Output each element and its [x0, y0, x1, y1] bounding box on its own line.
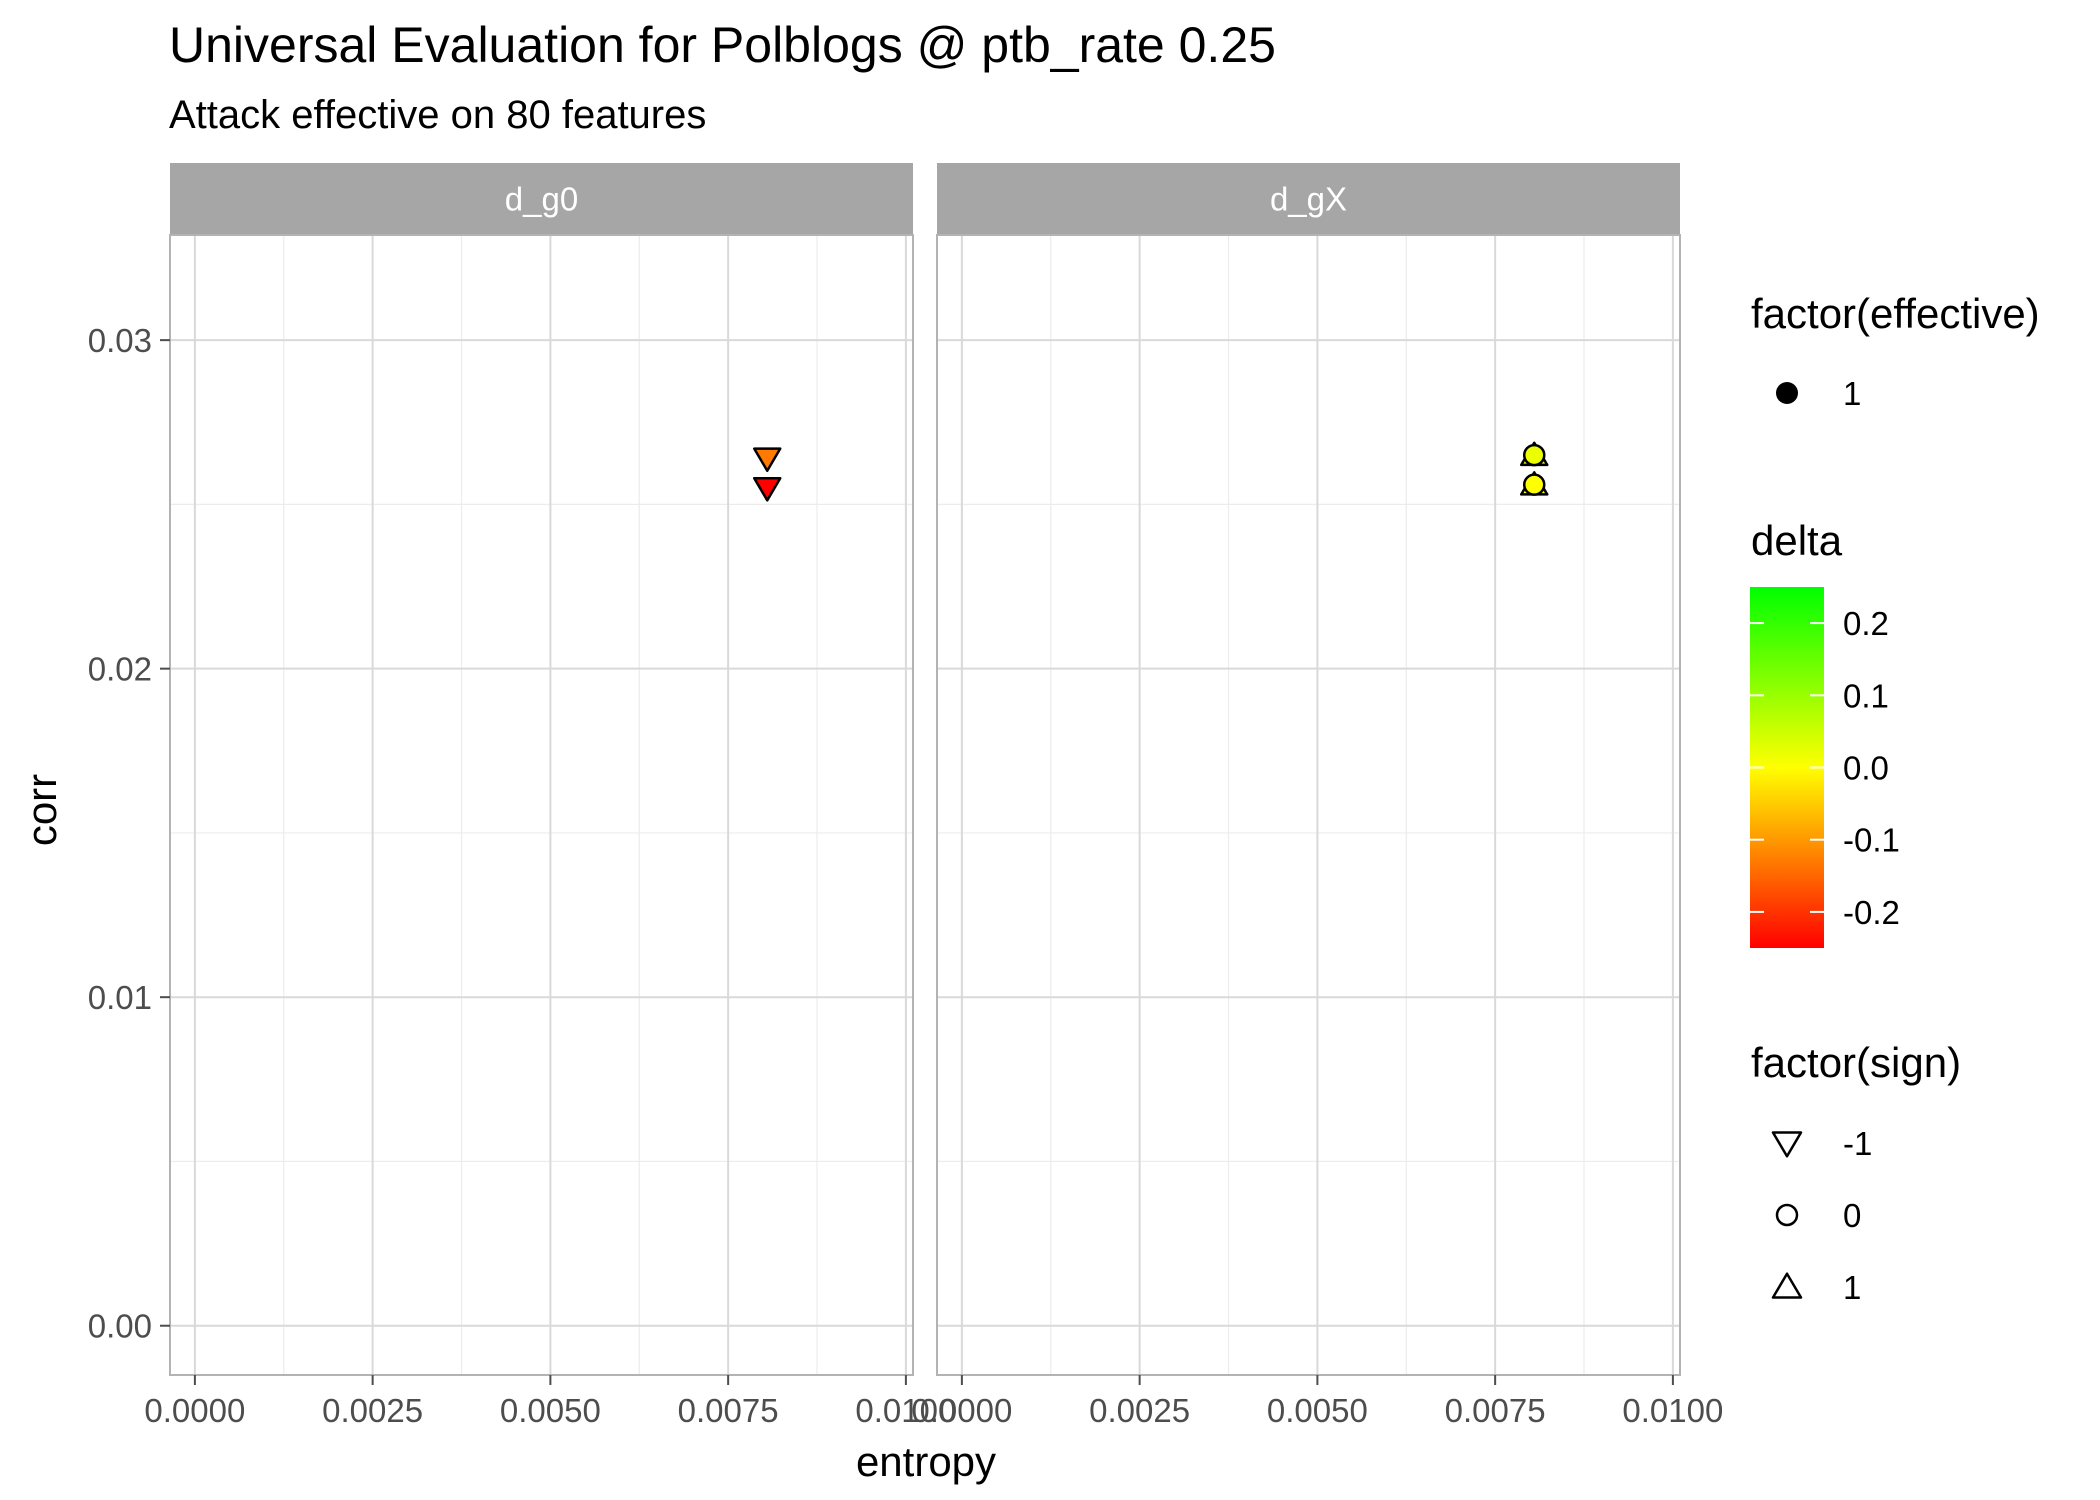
- legend-circle-icon: [1775, 1203, 1799, 1227]
- y-tick-label: 0.00: [88, 1308, 152, 1345]
- x-tick-label: 0.0050: [500, 1392, 601, 1429]
- panel-background: [170, 235, 913, 1375]
- colorbar-tick-label: 0.2: [1843, 605, 1889, 642]
- legend-delta-title: delta: [1751, 517, 1843, 564]
- data-point: [752, 476, 782, 502]
- legend-effective-title: factor(effective): [1751, 290, 2040, 337]
- legend-sign-label: 1: [1843, 1269, 1861, 1306]
- facet-panels: d_g0 0.0000 0.0025 0.0050 0.0075 0.0100 d_gX 0.…: [144, 163, 1723, 1429]
- x-tick-label: 0.0100: [1622, 1392, 1723, 1429]
- data-point: [1522, 443, 1546, 467]
- panel-background: [937, 235, 1680, 1375]
- legend-triangle-down-icon: [1771, 1131, 1803, 1158]
- panel-border: [169, 234, 914, 1376]
- x-axis-title: entropy: [856, 1438, 996, 1485]
- legend-triangle-up-icon: [1771, 1272, 1803, 1299]
- legend-sign-title: factor(sign): [1751, 1039, 1961, 1086]
- x-tick-label: 0.0025: [322, 1392, 423, 1429]
- panel-border: [936, 234, 1681, 1376]
- x-tick-label: 0.0000: [144, 1392, 245, 1429]
- x-tick-label: 0.0000: [911, 1392, 1012, 1429]
- panel-d_g0: d_g0 0.0000 0.0025 0.0050 0.0075 0.0100: [144, 163, 956, 1429]
- x-tick-label: 0.0075: [1445, 1392, 1546, 1429]
- y-axis: 0.00 0.01 0.02 0.03: [88, 322, 170, 1345]
- x-tick-label: 0.0025: [1089, 1392, 1190, 1429]
- y-tick-label: 0.01: [88, 979, 152, 1016]
- colorbar-tick-label: 0.1: [1843, 677, 1889, 714]
- x-tick-label: 0.0050: [1267, 1392, 1368, 1429]
- x-tick-label: 0.0100: [855, 1392, 956, 1429]
- facet-strip-label: d_gX: [1270, 181, 1347, 218]
- x-tick-label: 0.0075: [678, 1392, 779, 1429]
- data-point: [1522, 473, 1546, 496]
- legend-sign-items: -1 0 1: [1771, 1125, 1872, 1306]
- legend-sign: factor(sign) -1 0 1: [1751, 1039, 1961, 1306]
- chart-subtitle: Attack effective on 80 features: [169, 93, 706, 137]
- legend-sign-label: 0: [1843, 1197, 1861, 1234]
- data-point: [752, 447, 782, 473]
- delta-colorbar-ticks: 0.2 0.1 0.0 -0.1 -0.2: [1750, 605, 1900, 931]
- colorbar-tick-label: 0.0: [1843, 750, 1889, 787]
- colorbar-tick-label: -0.2: [1843, 894, 1900, 931]
- legend-effective: factor(effective) 1: [1751, 290, 2040, 412]
- facet-strip: [170, 163, 913, 234]
- facet-strip: [937, 163, 1680, 234]
- chart-title: Universal Evaluation for Polblogs @ ptb_…: [169, 17, 1276, 73]
- legend-effective-label: 1: [1843, 375, 1861, 412]
- panel-d_gX: d_gX 0.0000 0.0025 0.0050 0.0075 0.0100: [911, 163, 1723, 1429]
- y-tick-label: 0.03: [88, 322, 152, 359]
- y-axis-title: corr: [18, 774, 65, 846]
- y-tick-label: 0.02: [88, 651, 152, 688]
- facet-strip-label: d_g0: [505, 181, 578, 218]
- legend-sign-label: -1: [1843, 1125, 1872, 1162]
- colorbar-tick-label: -0.1: [1843, 822, 1900, 859]
- legend-delta: delta 0.2 0.1 0.0 -0.1 -0.2: [1750, 517, 1900, 948]
- legend-effective-key-circle-icon: [1776, 382, 1798, 404]
